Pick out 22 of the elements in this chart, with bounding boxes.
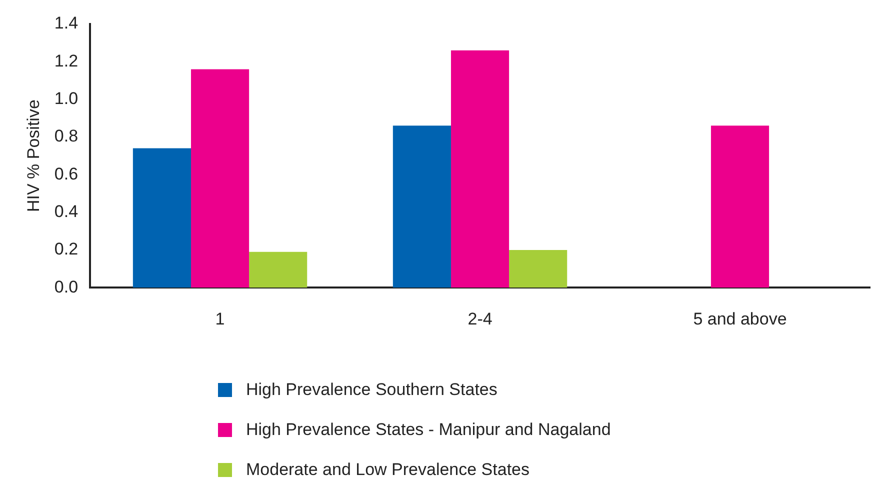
bar — [509, 250, 568, 288]
bar — [710, 126, 770, 288]
y-tick-label: 0.6 — [54, 164, 78, 184]
bar — [132, 148, 191, 288]
y-tick-label: 0.4 — [54, 202, 78, 221]
y-tick-label: 1.4 — [54, 14, 78, 33]
x-tick-label: 5 and above — [693, 309, 787, 328]
x-tick-label: 2-4 — [468, 309, 492, 328]
y-tick-label: 0.0 — [54, 277, 78, 296]
y-tick-label: 0.2 — [54, 240, 78, 259]
bar — [392, 126, 451, 288]
bar — [249, 252, 308, 288]
legend-label: Moderate and Low Prevalence States — [246, 460, 530, 480]
bar — [190, 69, 250, 288]
x-tick-label: 1 — [215, 309, 225, 328]
legend-label: High Prevalence Southern States — [246, 380, 498, 400]
y-axis-title: HIV % Positive — [24, 100, 43, 212]
legend-label: High Prevalence States - Manipur and Nagaland — [246, 420, 611, 440]
y-tick-label: 1.2 — [54, 51, 78, 70]
bar — [450, 50, 510, 288]
y-tick-label: 0.8 — [54, 126, 78, 146]
y-tick-label: 1.0 — [54, 89, 78, 108]
